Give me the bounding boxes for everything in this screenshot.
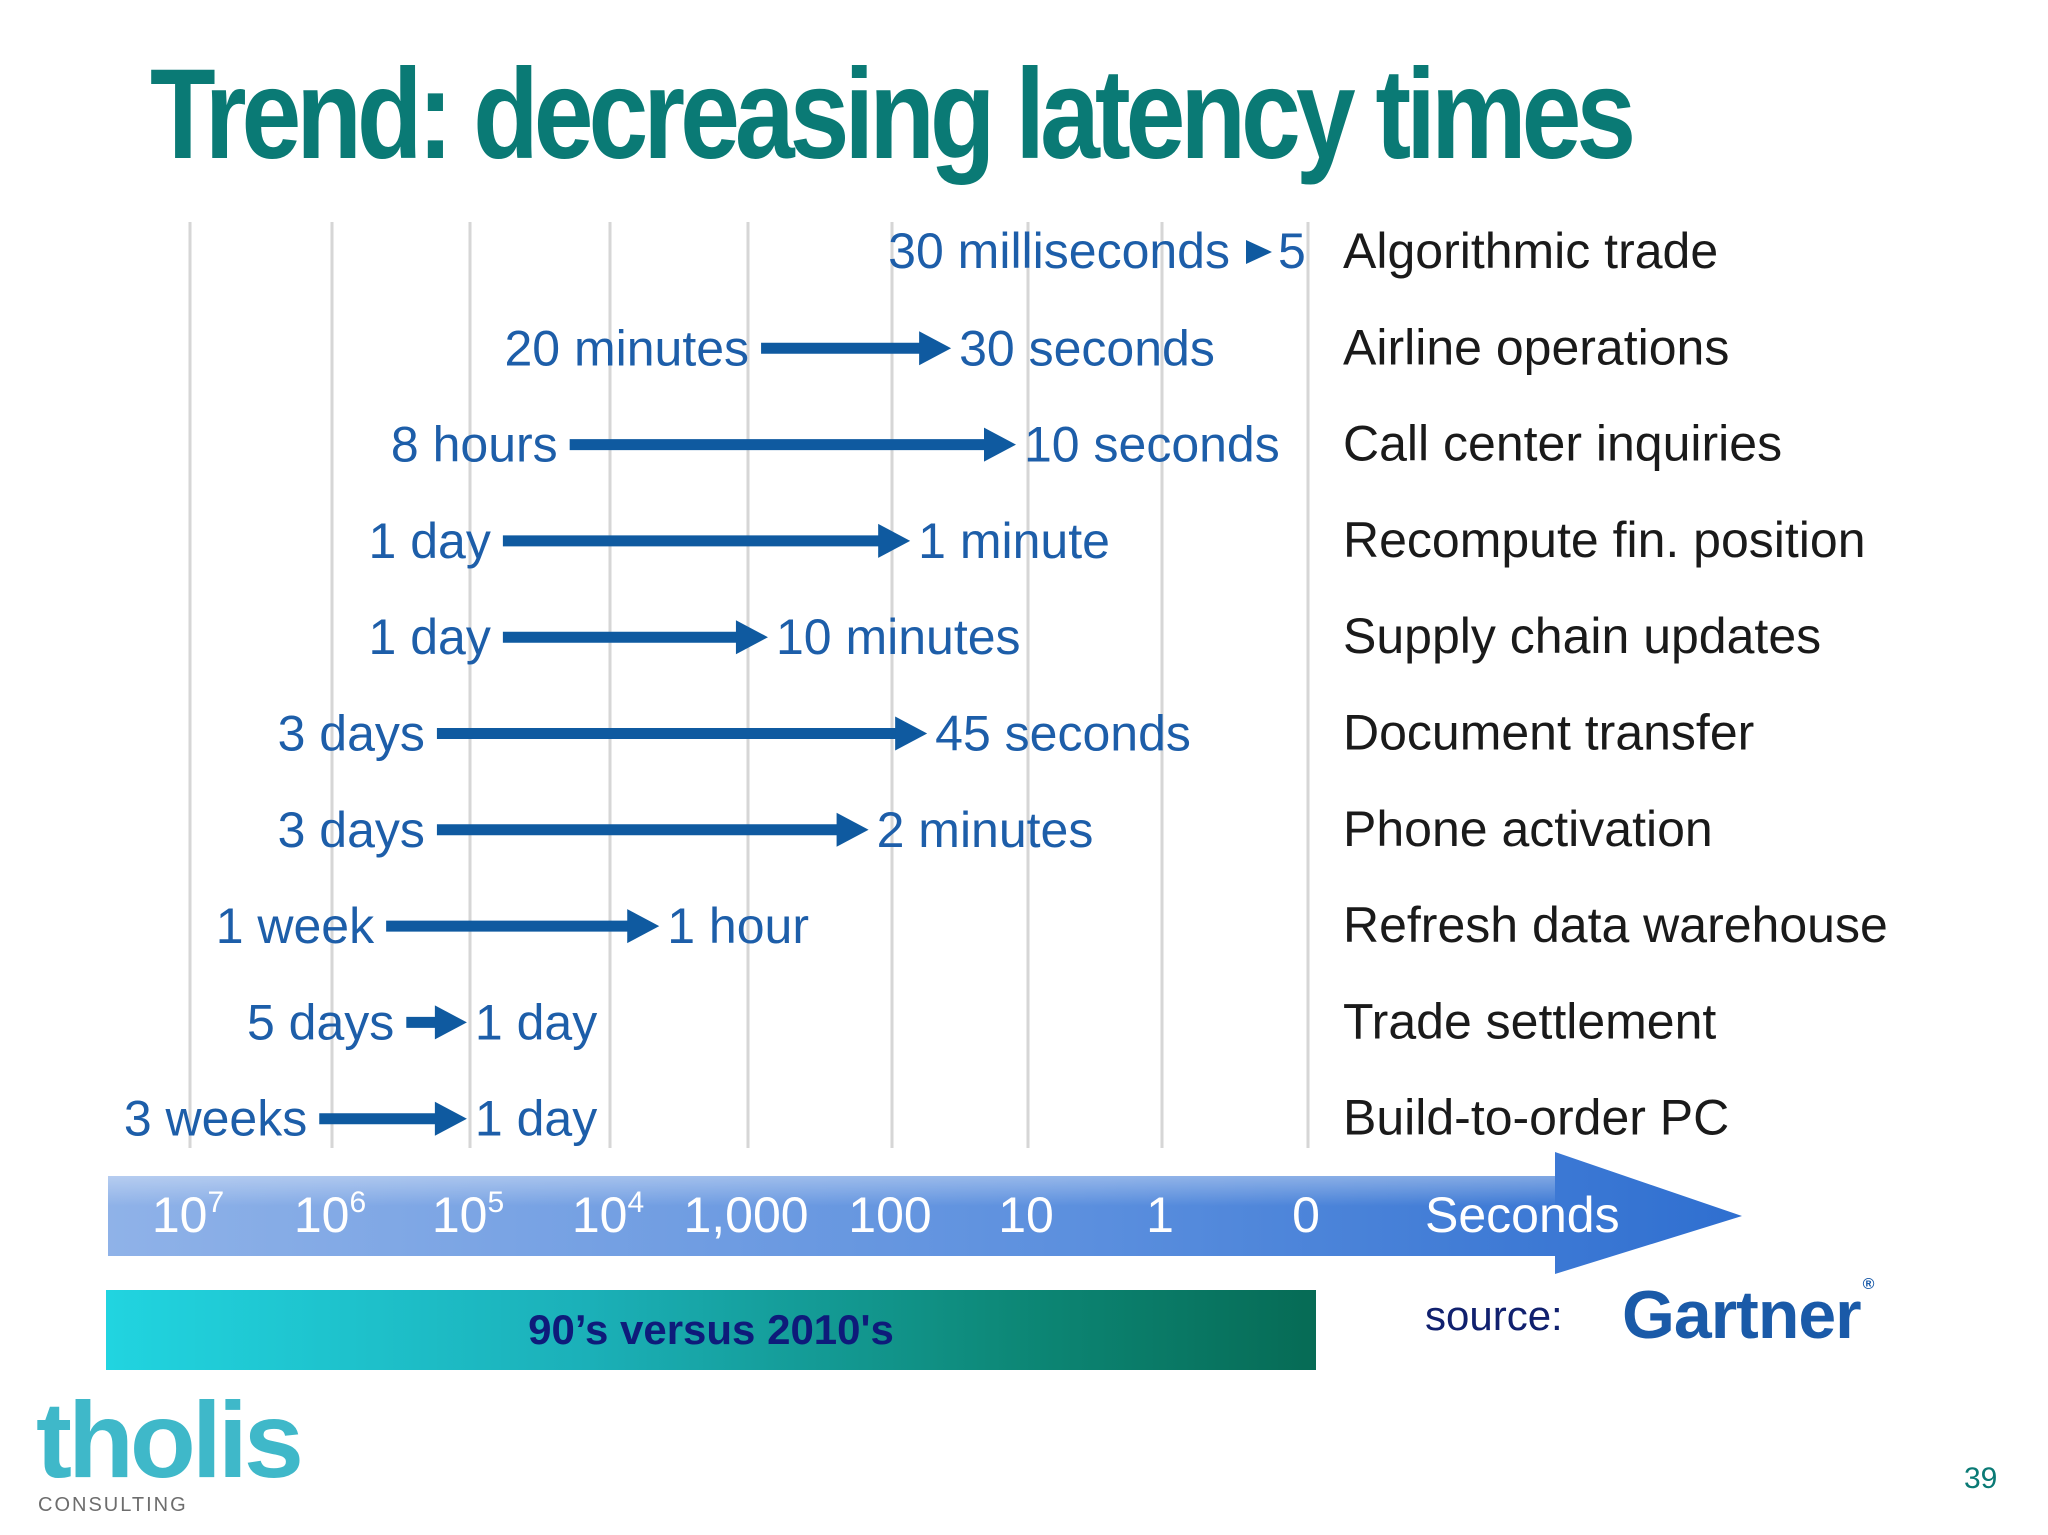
chart-row: Refresh data warehouse 1 week 1 hour (216, 897, 1888, 954)
chart-row: Phone activation 3 days 2 minutes (278, 801, 1713, 858)
slide-title: Trend: decreasing latency times (150, 43, 1636, 186)
to-time-label: 1 day (475, 1091, 597, 1147)
gartner-logo: Gartner ® (1622, 1276, 1875, 1354)
latency-arrowhead (735, 620, 768, 655)
to-time-label: 1 minute (918, 513, 1110, 569)
from-time-label: 3 days (278, 706, 425, 762)
axis-tick-label: 1,000 (683, 1187, 808, 1243)
activity-label: Supply chain updates (1343, 608, 1821, 664)
axis-tick-label: 105 (432, 1186, 504, 1243)
chart-row: Trade settlement 5 days 1 day (247, 993, 1716, 1050)
source-label: source: (1425, 1292, 1563, 1339)
latency-arrowhead (895, 716, 928, 751)
chart-row: Call center inquiries 8 hours 10 seconds (391, 416, 1782, 473)
chart-row: Recompute fin. position 1 day 1 minute (369, 512, 1866, 569)
to-time-label: 10 seconds (1024, 417, 1280, 473)
axis-tick-label: 1 (1146, 1187, 1174, 1243)
latency-arrowhead (836, 812, 869, 847)
from-time-label: 8 hours (391, 417, 558, 473)
from-time-label: 30 milliseconds (888, 223, 1230, 279)
from-time-label: 3 weeks (124, 1091, 307, 1147)
from-time-label: 5 days (247, 994, 394, 1050)
to-time-label: 1 day (475, 994, 597, 1050)
to-time-label: 1 hour (667, 898, 809, 954)
activity-label: Airline operations (1343, 319, 1729, 375)
chart-row: Supply chain updates 1 day 10 minutes (369, 608, 1822, 665)
era-label: 90’s versus 2010's (528, 1306, 894, 1353)
chart-row: Build-to-order PC 3 weeks 1 day (124, 1090, 1729, 1147)
to-time-label: 10 minutes (776, 609, 1021, 665)
axis-tick-label: 10 (998, 1187, 1054, 1243)
axis-tick-label: 104 (572, 1186, 644, 1243)
page-number: 39 (1964, 1462, 1998, 1495)
latency-arrowhead (919, 331, 952, 366)
tholis-logo: tholis (36, 1379, 304, 1500)
activity-label: Trade settlement (1343, 993, 1716, 1049)
chart-row: Document transfer 3 days 45 seconds (278, 705, 1755, 762)
activity-label: Refresh data warehouse (1343, 897, 1888, 953)
to-time-label: 2 minutes (877, 802, 1094, 858)
from-time-label: 20 minutes (504, 320, 749, 376)
axis-tick-label: 107 (152, 1186, 224, 1243)
tholis-logo-subtitle: CONSULTING (38, 1494, 188, 1516)
latency-arrowhead (434, 1101, 467, 1136)
activity-label: Document transfer (1343, 705, 1754, 761)
gartner-logo-text: Gartner (1622, 1277, 1862, 1353)
arrowhead (1246, 240, 1272, 264)
activity-label: Recompute fin. position (1343, 512, 1866, 568)
latency-arrowhead (984, 427, 1016, 462)
to-time-label: 5 (1278, 223, 1306, 279)
latency-arrowhead (878, 523, 911, 558)
registered-mark: ® (1862, 1276, 1875, 1293)
to-time-label: 30 seconds (959, 320, 1215, 376)
from-time-label: 3 days (278, 802, 425, 858)
era-bar (106, 1290, 1316, 1370)
latency-arrowhead (434, 1005, 467, 1040)
axis-unit-label: Seconds (1425, 1187, 1620, 1243)
from-time-label: 1 week (216, 898, 375, 954)
from-time-label: 1 day (369, 513, 491, 569)
axis-tick-label: 0 (1292, 1187, 1320, 1243)
to-time-label: 45 seconds (935, 706, 1191, 762)
chart-row: Airline operations 20 minutes 30 seconds (504, 319, 1729, 376)
chart-row: Algorithmic trade 30 milliseconds 5 (888, 223, 1718, 279)
from-time-label: 1 day (369, 609, 491, 665)
axis-tick-label: 100 (848, 1187, 931, 1243)
activity-label: Algorithmic trade (1343, 223, 1718, 279)
axis-tick-label: 106 (294, 1186, 366, 1243)
activity-label: Phone activation (1343, 801, 1713, 857)
activity-label: Call center inquiries (1343, 416, 1782, 472)
axis-arrow-highlight (108, 1176, 1555, 1206)
activity-label: Build-to-order PC (1343, 1090, 1729, 1146)
latency-arrowhead (627, 909, 660, 944)
